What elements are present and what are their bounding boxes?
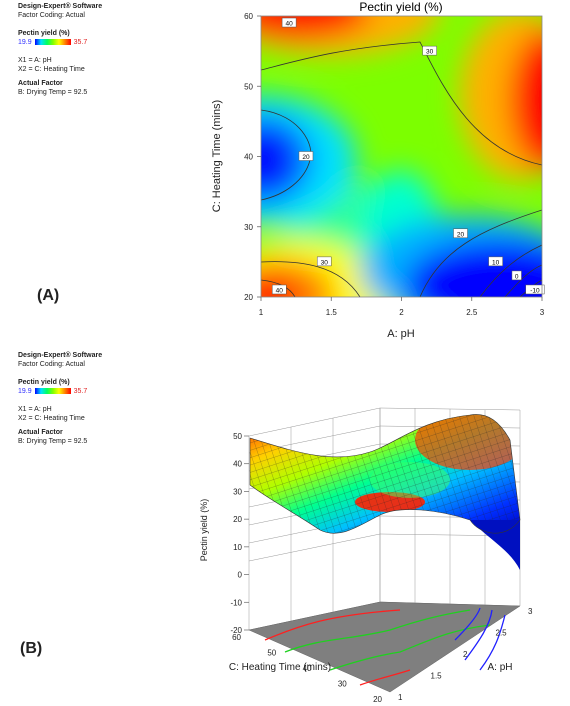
x-tick-label: 2.5 [466, 308, 478, 317]
contour-surface [261, 16, 542, 297]
y-tick-label: 30 [338, 680, 347, 689]
y-tick-label: 60 [232, 633, 241, 642]
color-legend: 19.9 35.7 [18, 38, 102, 47]
x-tick-label: 2 [463, 650, 468, 659]
contour-label-box [525, 284, 545, 295]
y-tick-label: 40 [303, 664, 312, 673]
z-tick-label: 30 [233, 487, 242, 496]
x1-def: X1 = A: pH [18, 57, 52, 64]
z-tick-label: 40 [233, 460, 242, 469]
contour-label-text: 40 [276, 287, 284, 294]
y-axis-label: C: Heating Time (mins) [229, 662, 331, 673]
color-legend: 19.9 35.7 [18, 387, 102, 396]
x1-def: X1 = A: pH [18, 406, 52, 413]
x-axis-label: A: pH [487, 662, 512, 673]
contour-label-box [511, 270, 522, 281]
contour-label-text: 20 [457, 231, 465, 238]
actual-factor-title: Actual Factor [18, 80, 63, 87]
actual-factor-value: B: Drying Temp = 92.5 [18, 89, 88, 96]
contour-label: -10 [525, 284, 545, 295]
contour-label: 40 [272, 284, 287, 295]
panel-b: Design-Expert® Software Factor Coding: A… [0, 340, 570, 706]
info-block-a: Design-Expert® Software Factor Coding: A… [18, 2, 102, 97]
legend-high: 35.7 [73, 388, 88, 395]
contour-label: 40 [281, 17, 297, 28]
y-tick-label: 50 [244, 82, 253, 91]
x-tick-label: 3 [540, 308, 545, 317]
x2-def: X2 = C: Heating Time [18, 66, 85, 73]
info-block-b: Design-Expert® Software Factor Coding: A… [18, 351, 102, 446]
contour-label-box [272, 284, 287, 295]
x-tick-label: 1.5 [326, 308, 338, 317]
software-name: Design-Expert® Software [18, 352, 103, 359]
z-tick-label: 10 [233, 543, 242, 552]
x2-def: X2 = C: Heating Time [18, 415, 85, 422]
contour-label-text: 0 [515, 273, 519, 280]
actual-factor-value: B: Drying Temp = 92.5 [18, 438, 88, 445]
contour-label-text: 30 [426, 49, 434, 56]
floor-contours [264, 607, 506, 686]
response-name: Pectin yield (%) [18, 379, 70, 386]
y-axis-label: C: Heating Time (mins) [211, 100, 223, 212]
z-tick-label: 20 [233, 515, 242, 524]
x-tick-label: 1.5 [431, 672, 443, 681]
factor-coding: Factor Coding: Actual [18, 12, 85, 19]
contour-label-text: -10 [530, 287, 540, 294]
y-tick-label: 30 [244, 223, 253, 232]
x-tick-label: 3 [528, 607, 533, 616]
contour-plot: 40 30 20 30 40 20 10 0 -10 1 1.5 2 2.5 3 20 30 40 50 60 P… [211, 0, 545, 340]
z-axis-label: Pectin yield (%) [199, 499, 209, 562]
contour-label-text: 10 [492, 259, 500, 266]
legend-high: 35.7 [73, 39, 88, 46]
contour-label: 20 [453, 228, 468, 239]
panel-label-b: (B) [20, 640, 43, 657]
factor-coding: Factor Coding: Actual [18, 361, 85, 368]
y-tick-label: 40 [244, 153, 253, 162]
y-tick-label: 20 [373, 695, 382, 704]
legend-low: 19.9 [18, 388, 32, 395]
actual-factor-title: Actual Factor [18, 429, 63, 436]
legend-low: 19.9 [18, 39, 32, 46]
x-axis-label: A: pH [387, 328, 415, 340]
x-tick-label: 1 [259, 308, 264, 317]
z-tick-label: 0 [238, 571, 243, 580]
contour-label-box [298, 151, 314, 161]
contour-label-box [488, 256, 503, 267]
panel-a: Design-Expert® Software Factor Coding: A… [0, 0, 570, 340]
legend-bar [34, 388, 71, 395]
contour-label: 20 [298, 151, 314, 161]
contour-label-box [422, 45, 437, 56]
contour-label-text: 40 [285, 21, 293, 28]
contour-label: 30 [422, 45, 437, 56]
chart-title: Pectin yield (%) [359, 0, 442, 14]
legend-bar [34, 39, 71, 46]
contour-label-text: 30 [321, 259, 329, 266]
contour-label: 0 [511, 270, 522, 281]
x-tick-label: 2.5 [496, 629, 508, 638]
z-tick-label: 50 [233, 432, 242, 441]
contour-label: 30 [316, 256, 332, 267]
y-tick-label: 20 [244, 293, 253, 302]
y-tick-label: 50 [267, 649, 276, 658]
response-surface [249, 414, 521, 570]
contour-label-text: 20 [302, 154, 310, 161]
surface-plot: -20 -10 0 10 20 30 40 50 20 30 40 50 60 1 1.5 2 2.5 3 Pec… [199, 407, 533, 704]
panel-label-a: (A) [37, 287, 60, 304]
x-tick-label: 2 [399, 308, 404, 317]
contour-label-box [316, 256, 332, 267]
y-tick-label: 60 [244, 12, 253, 21]
x-tick-label: 1 [398, 693, 403, 702]
contour-label-box [453, 228, 468, 239]
contour-label-box [281, 17, 297, 28]
z-tick-label: -20 [230, 626, 242, 635]
contour-label: 10 [488, 256, 503, 267]
z-tick-label: -10 [230, 598, 242, 607]
software-name: Design-Expert® Software [18, 3, 103, 10]
response-name: Pectin yield (%) [18, 30, 70, 37]
